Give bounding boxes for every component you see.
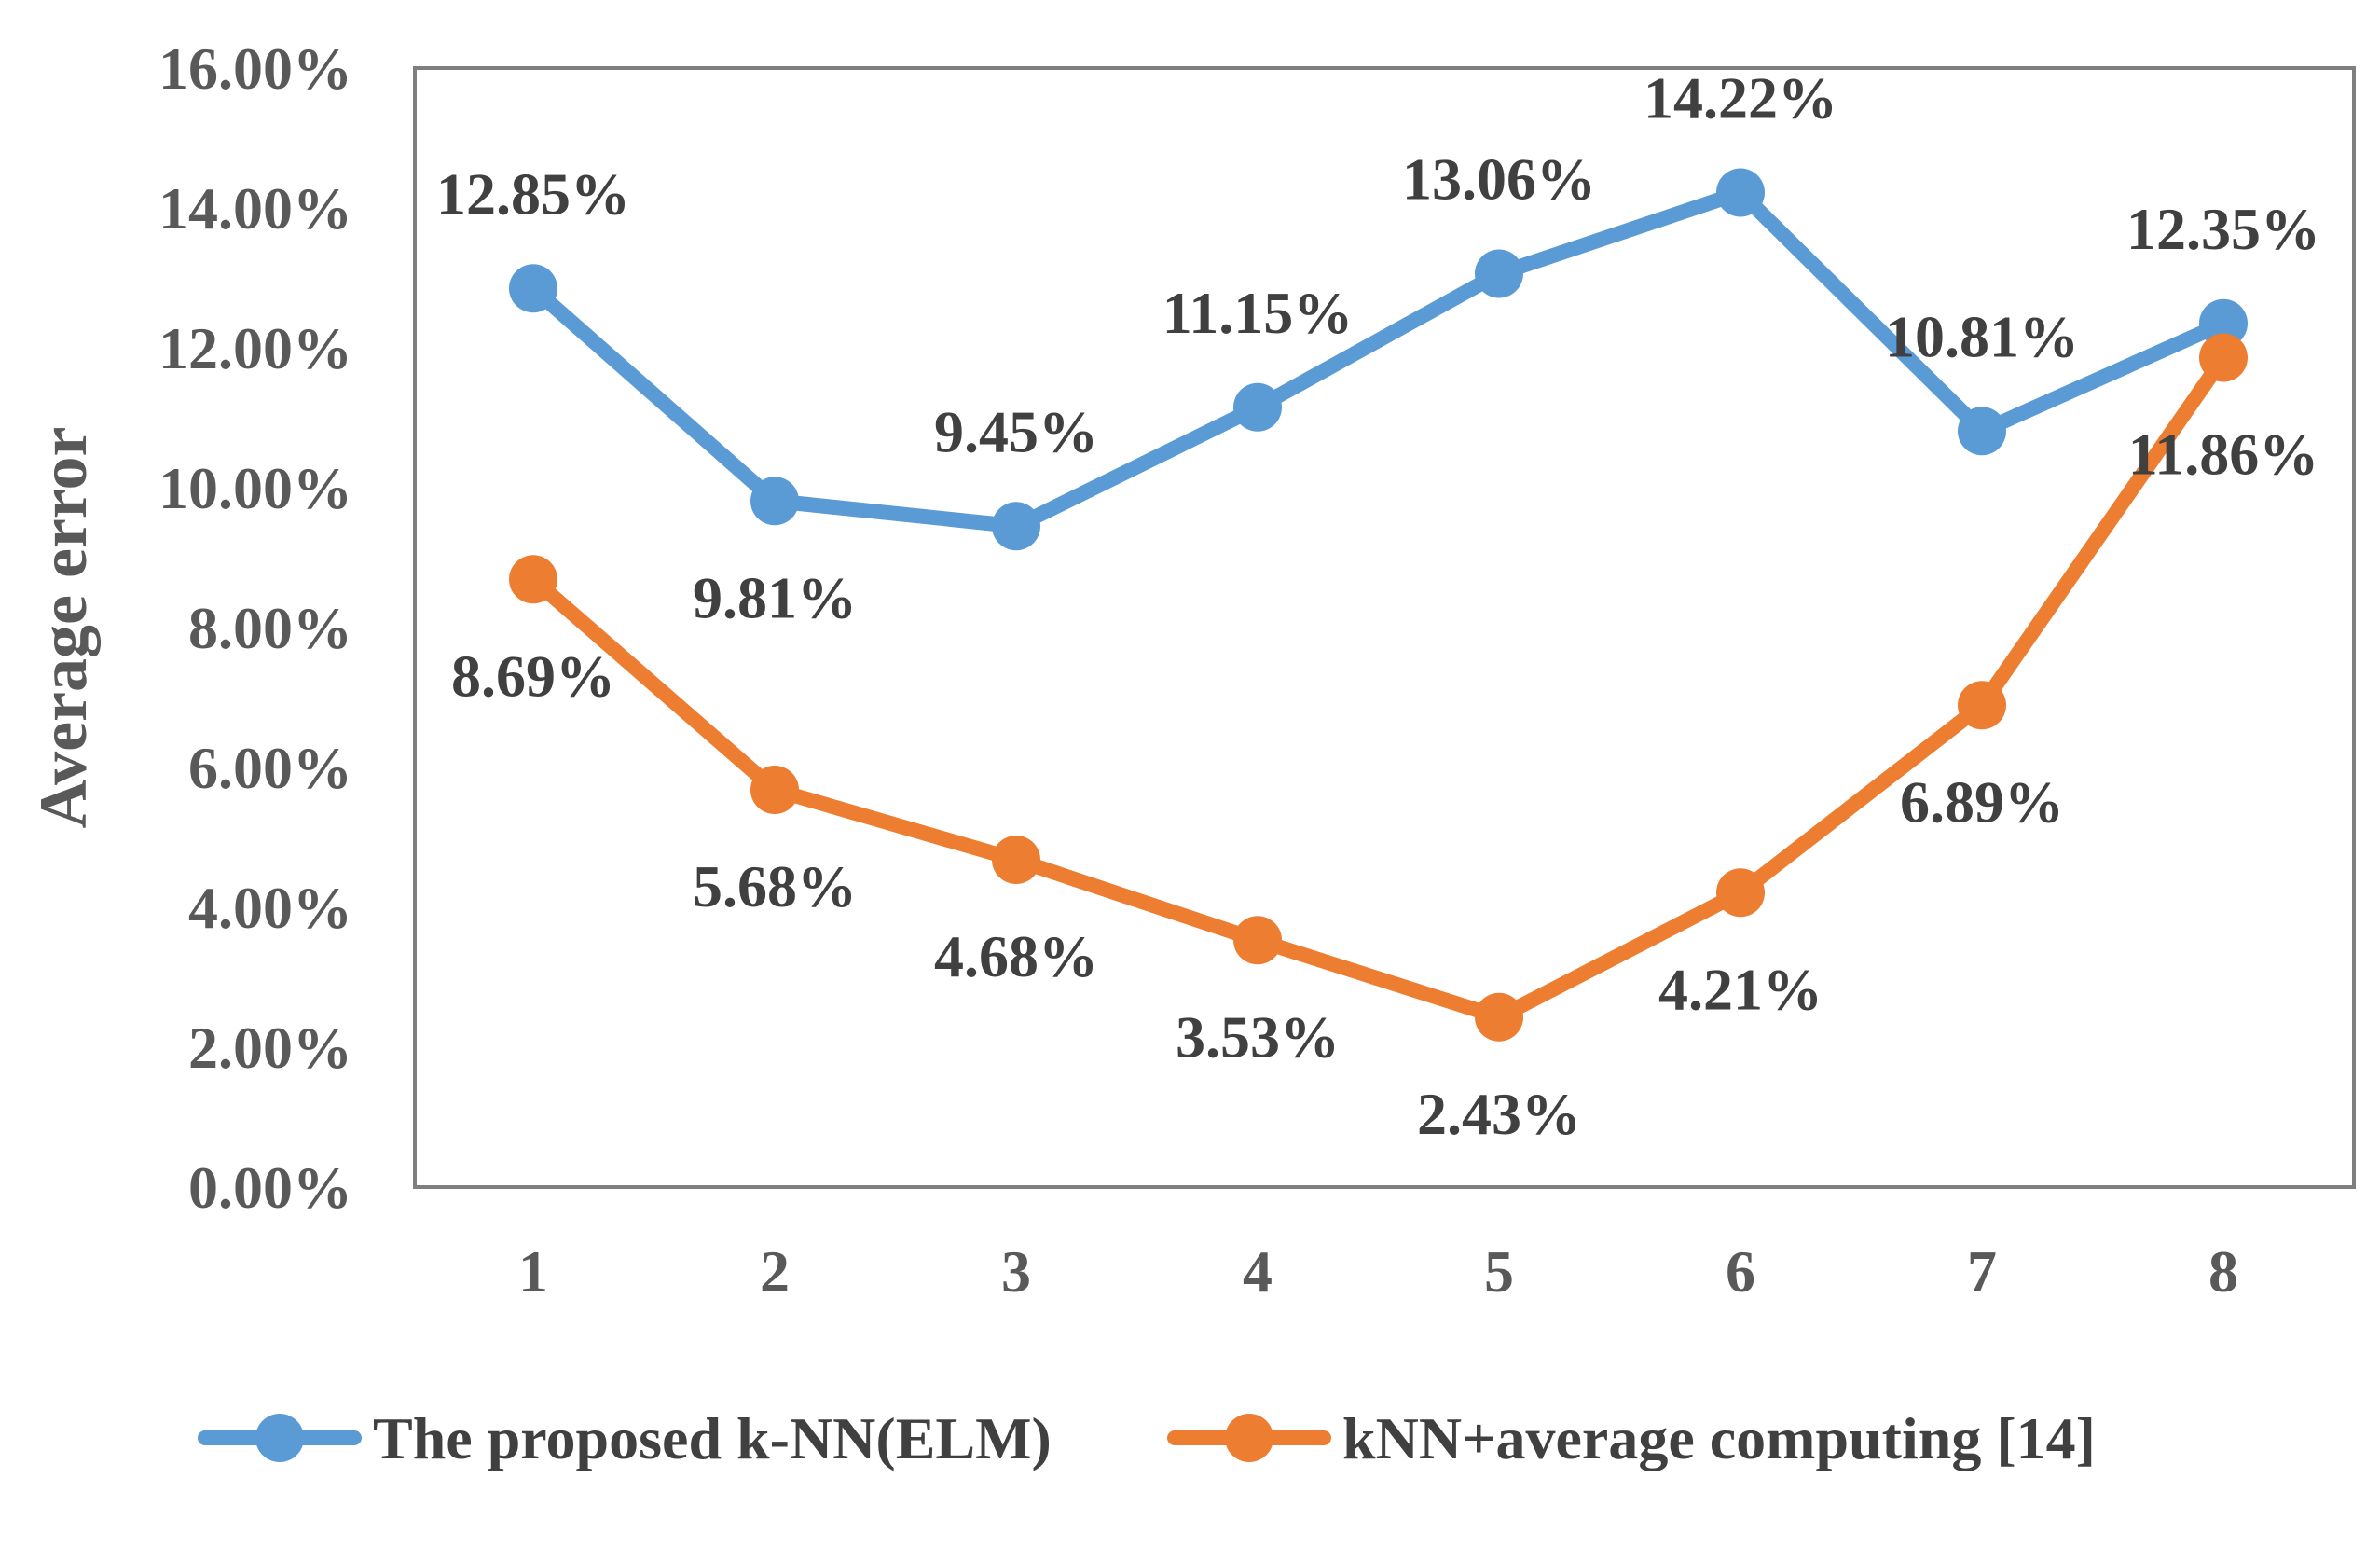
y-tick-label: 8.00% — [188, 595, 352, 661]
series-2-point — [1475, 992, 1523, 1042]
data-label: 14.22% — [1644, 65, 1837, 131]
x-tick-label: 3 — [1001, 1238, 1031, 1305]
data-label: 9.45% — [934, 398, 1098, 464]
series-2-point — [1958, 681, 2006, 730]
series-1-point — [509, 264, 557, 313]
series-2-point — [1716, 868, 1765, 918]
x-tick-label: 8 — [2208, 1238, 2238, 1305]
data-label: 2.43% — [1417, 1081, 1581, 1147]
series-2-point — [1233, 916, 1282, 965]
series-line-1 — [526, 185, 2231, 534]
y-tick-label: 12.00% — [158, 315, 352, 381]
data-label: 5.68% — [693, 853, 857, 919]
x-tick-label: 5 — [1484, 1238, 1514, 1305]
y-tick-label: 0.00% — [188, 1154, 352, 1221]
x-tick-label: 1 — [518, 1238, 548, 1305]
data-labels: 12.85% 9.81% 9.45% 11.15% 13.06% 14.22% 10.81%… — [436, 65, 2320, 1147]
data-label: 12.85% — [436, 160, 630, 227]
data-label: 11.86% — [2128, 421, 2318, 488]
series-2-point — [509, 555, 557, 604]
x-tick-label: 4 — [1243, 1238, 1273, 1305]
series-1-point — [750, 477, 799, 526]
series-1-point — [2199, 298, 2248, 348]
series-1-point — [1233, 382, 1282, 432]
data-label: 11.15% — [1162, 280, 1353, 346]
series-1-point — [992, 502, 1040, 551]
series-2-point — [750, 766, 799, 814]
legend-label-1: The proposed k-NN(ELM) — [373, 1405, 1052, 1471]
data-label: 4.21% — [1658, 956, 1823, 1022]
series-layer — [509, 168, 2248, 1042]
data-label: 4.68% — [934, 923, 1098, 989]
y-tick-label: 6.00% — [188, 735, 352, 801]
x-axis-ticks: 1 2 3 4 5 6 7 8 — [518, 1238, 2238, 1305]
x-tick-label: 6 — [1726, 1238, 1755, 1305]
y-tick-label: 10.00% — [158, 455, 352, 521]
data-label: 12.35% — [2126, 196, 2320, 262]
legend-label-2: kNN+average computing [14] — [1342, 1405, 2096, 1471]
y-tick-label: 2.00% — [188, 1015, 352, 1081]
data-label: 3.53% — [1176, 1003, 1340, 1070]
data-label: 13.06% — [1402, 146, 1596, 213]
x-tick-label: 2 — [760, 1238, 790, 1305]
plot-area-frame — [413, 66, 2356, 1189]
series-2-point — [2199, 333, 2248, 382]
legend-marker-2 — [1225, 1414, 1273, 1462]
data-label: 6.89% — [1900, 768, 2064, 835]
y-axis-title: Average error — [26, 426, 101, 828]
data-label: 9.81% — [693, 564, 857, 630]
series-line-2 — [526, 350, 2231, 1025]
data-label: 10.81% — [1885, 303, 2079, 369]
series-1-point — [1475, 249, 1523, 298]
series-1-point — [1958, 407, 2006, 456]
series-1-point — [1716, 168, 1765, 217]
y-tick-label: 4.00% — [188, 875, 352, 941]
series-2-point — [992, 836, 1040, 884]
legend-marker-1 — [255, 1414, 304, 1462]
y-axis-ticks: 0.00% 2.00% 4.00% 6.00% 8.00% 10.00% 12.00% 14.… — [158, 35, 352, 1221]
x-tick-label: 7 — [1967, 1238, 1997, 1305]
legend: The proposed k-NN(ELM) kNN+average comput… — [198, 1405, 2096, 1471]
y-tick-label: 16.00% — [158, 35, 352, 102]
y-tick-label: 14.00% — [158, 175, 352, 242]
data-label: 8.69% — [451, 642, 615, 709]
